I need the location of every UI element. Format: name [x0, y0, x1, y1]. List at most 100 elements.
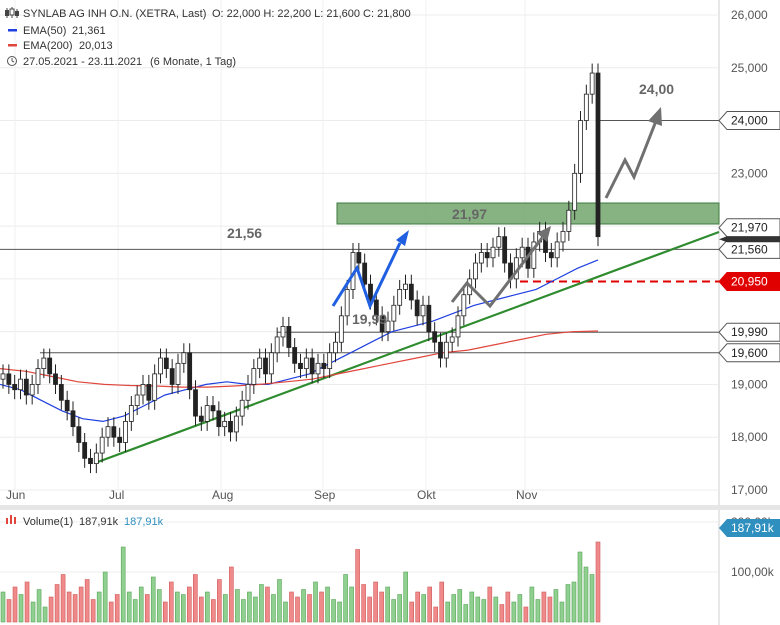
candle-body [589, 72, 595, 95]
volume-tick-label: 100,00k [731, 565, 775, 579]
candle-body [391, 304, 397, 322]
price-badges: 24,000 21,970 21,560 20,950 19,990 19,600 [718, 111, 780, 363]
volume-bar [343, 574, 348, 623]
candle-body [117, 436, 123, 443]
volume-bar [162, 601, 168, 623]
panel-divider[interactable] [0, 505, 780, 510]
x-tick-label: Nov [516, 488, 537, 502]
candle-body [373, 299, 379, 317]
candle-body [0, 373, 6, 380]
y-tick-label: 17,000 [731, 483, 768, 497]
volume-bar [60, 574, 66, 623]
candle-body [385, 320, 391, 333]
volume-bar [553, 589, 559, 623]
volume-bar [247, 591, 252, 623]
candle-body [257, 357, 263, 370]
volume-bar [66, 591, 72, 623]
volume-icon [6, 515, 16, 524]
volume-bar [144, 594, 150, 623]
volume-bar [223, 594, 228, 623]
volume-label: Volume(1) [23, 516, 73, 528]
volume-bar [102, 571, 108, 623]
volume-bar [547, 596, 553, 623]
candle-body [82, 442, 88, 459]
price-badge-support_1: 19,990 [718, 322, 780, 342]
y-tick-label: 19,000 [731, 377, 768, 391]
volume-bar [229, 566, 234, 623]
ema200-swatch [8, 44, 17, 47]
candle-body [274, 336, 280, 354]
candle-body [572, 172, 578, 211]
candle-body [204, 405, 210, 422]
moving-averages [0, 259, 599, 423]
blue-zigzag-arrow [331, 242, 402, 310]
volume-bar [253, 596, 258, 623]
volume-bar [108, 601, 114, 623]
candle-body [99, 436, 105, 454]
volume-value-b: 187,91k [124, 516, 164, 528]
chart-legend: SYNLAB AG INH O.N. (XETRA, Last) O: 22,0… [5, 7, 411, 68]
candle-body [187, 352, 193, 391]
candle-body [298, 362, 303, 370]
price-badge-label: 21,970 [731, 221, 768, 235]
volume-value-a: 187,91k [79, 516, 119, 528]
y-tick-label: 25,000 [731, 61, 768, 75]
x-tick-label: Jul [109, 488, 124, 502]
volume-bar [457, 589, 463, 623]
volume-bar [523, 606, 529, 623]
current-price-marker [719, 236, 780, 243]
candle-body [123, 420, 128, 443]
volume-legend: Volume(1) 187,91k 187,91k [6, 515, 164, 528]
price-badge-label: 19,990 [731, 325, 768, 339]
volume-bar [36, 589, 42, 623]
candle-body [128, 405, 134, 422]
candle-body [379, 315, 385, 333]
left-level-label: 21,56 [227, 225, 262, 241]
x-tick-label: Okt [417, 488, 436, 502]
volume-bar [217, 579, 222, 623]
volume-bar [168, 581, 174, 623]
volume-bar [150, 576, 156, 623]
candle-body [344, 289, 350, 317]
ema200-line [0, 330, 599, 388]
volume-bar [126, 591, 132, 623]
candle-body [268, 352, 274, 375]
support-label: 19,99 [352, 311, 387, 327]
volume-bar [78, 586, 84, 623]
volume-bar [397, 594, 402, 623]
volume-current-badge: 187,91k [719, 519, 780, 538]
candle-body [473, 262, 478, 280]
volume-bar [595, 541, 601, 623]
target-arrowhead [648, 107, 662, 126]
volume-bar [42, 606, 48, 623]
candle-body [41, 357, 47, 370]
volume-bar [174, 591, 180, 623]
volume-bar [48, 596, 54, 623]
period-label: (6 Monate, 1 Tag) [150, 56, 236, 68]
volume-bar [235, 589, 240, 623]
candle-body [443, 341, 449, 359]
candle-body [158, 357, 163, 375]
candle-body [251, 368, 257, 385]
candle-body [333, 341, 338, 354]
y-tick-label: 23,000 [731, 166, 768, 180]
candle-body [420, 304, 426, 317]
grid [0, 0, 719, 491]
volume-bar [325, 586, 330, 623]
volume-bar [439, 581, 445, 623]
volume-bar [0, 591, 6, 623]
volume-current-label: 187,91k [731, 521, 775, 535]
candle-body [163, 357, 169, 370]
volume-bar [193, 574, 198, 623]
price-badge-dashed: 20,950 [718, 272, 780, 292]
candle-type-icon[interactable] [5, 7, 19, 18]
volume-bar [349, 586, 354, 623]
blue-arrowhead [396, 230, 409, 246]
gray-arrowhead [537, 226, 551, 242]
candle-body [321, 362, 327, 370]
ohlc-readout: O: 22,000 H: 22,200 L: 21,600 C: 21,800 [212, 8, 411, 20]
volume-bar [571, 581, 577, 623]
volume-bar [187, 586, 192, 623]
